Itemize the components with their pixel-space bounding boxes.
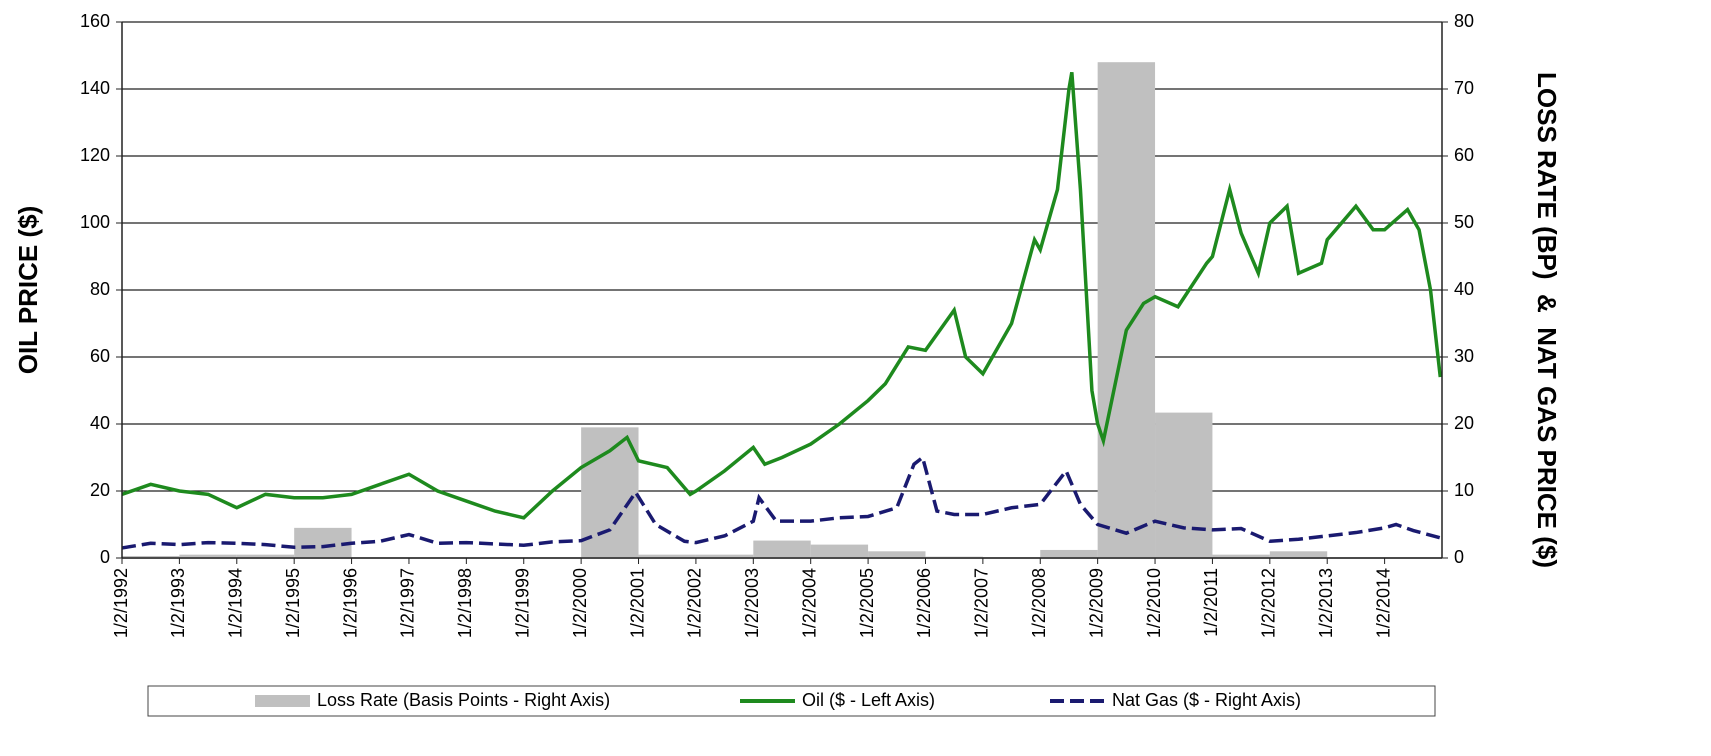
legend-swatch: [255, 695, 310, 707]
y2-tick-label: 20: [1454, 413, 1474, 433]
x-tick-label: 1/2/2008: [1029, 568, 1049, 638]
y2-tick-label: 30: [1454, 346, 1474, 366]
loss-bar: [695, 554, 754, 558]
loss-bar: [1212, 554, 1270, 558]
x-tick-label: 1/2/2000: [570, 568, 590, 638]
legend-label: Loss Rate (Basis Points - Right Axis): [317, 690, 610, 710]
x-tick-label: 1/2/2005: [857, 568, 877, 638]
loss-bar: [236, 554, 295, 558]
legend-label: Oil ($ - Left Axis): [802, 690, 935, 710]
y-tick-label: 20: [90, 480, 110, 500]
y2-tick-label: 60: [1454, 145, 1474, 165]
y-tick-label: 140: [80, 78, 110, 98]
x-tick-label: 1/2/1994: [226, 568, 246, 638]
loss-bar: [1155, 412, 1213, 558]
loss-bar: [1097, 62, 1156, 558]
legend-label: Nat Gas ($ - Right Axis): [1112, 690, 1301, 710]
y2-tick-label: 70: [1454, 78, 1474, 98]
y-tick-label: 60: [90, 346, 110, 366]
y-tick-label: 40: [90, 413, 110, 433]
x-tick-label: 1/2/2001: [627, 568, 647, 638]
x-tick-label: 1/2/2013: [1316, 568, 1336, 638]
y-tick-label: 100: [80, 212, 110, 232]
x-tick-label: 1/2/2014: [1373, 568, 1393, 638]
oil-line: [121, 71, 1443, 520]
y2-tick-label: 80: [1454, 11, 1474, 31]
x-tick-label: 1/2/2010: [1144, 568, 1164, 638]
y2-tick-label: 0: [1454, 547, 1464, 567]
loss-bar: [638, 554, 696, 558]
x-tick-label: 1/2/1997: [398, 568, 418, 638]
gas-line: [121, 454, 1441, 550]
loss-bar: [810, 544, 869, 558]
x-tick-label: 1/2/1998: [455, 568, 475, 638]
x-tick-label: 1/2/2006: [914, 568, 934, 638]
x-tick-label: 1/2/2011: [1201, 568, 1221, 637]
x-tick-label: 1/2/2004: [799, 568, 819, 638]
loss-bar: [122, 555, 180, 558]
y2-axis-title: LOSS RATE (BP) & NAT GAS PRICE ($): [1532, 72, 1562, 568]
y2-tick-label: 50: [1454, 212, 1474, 232]
x-tick-label: 1/2/1995: [283, 568, 303, 638]
y2-tick-label: 10: [1454, 480, 1474, 500]
y-axis-title: OIL PRICE ($): [13, 206, 43, 375]
x-tick-label: 1/2/2003: [742, 568, 762, 638]
x-tick-label: 1/2/2002: [685, 568, 705, 638]
loss-bar: [868, 551, 926, 558]
x-tick-label: 1/2/1993: [168, 568, 188, 638]
y-tick-label: 0: [100, 547, 110, 567]
y2-tick-label: 40: [1454, 279, 1474, 299]
x-tick-label: 1/2/1992: [111, 568, 131, 638]
loss-bar: [179, 554, 237, 558]
x-tick-label: 1/2/2007: [972, 568, 992, 638]
x-tick-label: 1/2/1999: [512, 568, 532, 638]
x-tick-label: 1/2/1996: [340, 568, 360, 638]
y-tick-label: 160: [80, 11, 110, 31]
loss-bar: [753, 540, 811, 558]
y-tick-label: 80: [90, 279, 110, 299]
loss-bar: [1269, 551, 1328, 558]
loss-bar: [1040, 549, 1098, 558]
x-tick-label: 1/2/2012: [1259, 568, 1279, 638]
x-tick-label: 1/2/2009: [1086, 568, 1106, 638]
y-tick-label: 120: [80, 145, 110, 165]
